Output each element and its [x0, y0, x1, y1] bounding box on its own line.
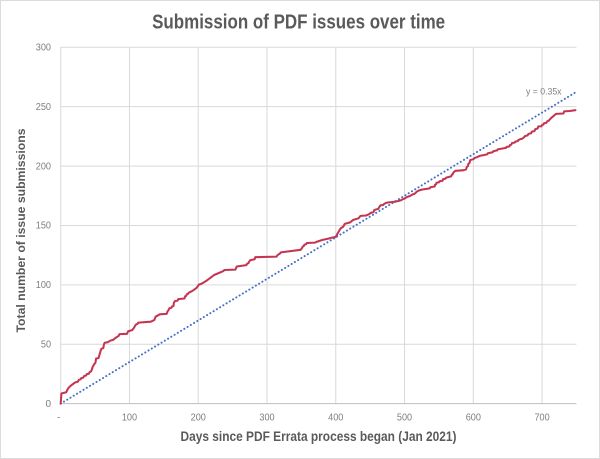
svg-text:Total number of issue submissi: Total number of issue submissions — [14, 128, 28, 332]
svg-text:0: 0 — [45, 399, 51, 410]
svg-text:-: - — [57, 412, 60, 423]
svg-text:200: 200 — [191, 412, 207, 423]
svg-text:400: 400 — [328, 412, 344, 423]
svg-text:50: 50 — [41, 339, 51, 350]
svg-text:250: 250 — [36, 102, 52, 113]
svg-text:200: 200 — [36, 161, 52, 172]
svg-text:600: 600 — [466, 412, 482, 423]
svg-text:Days since PDF Errata process: Days since PDF Errata process began (Jan… — [181, 428, 457, 444]
svg-text:700: 700 — [534, 412, 550, 423]
svg-text:y = 0.35x: y = 0.35x — [526, 87, 562, 98]
svg-text:300: 300 — [36, 43, 52, 54]
svg-text:300: 300 — [259, 412, 275, 423]
svg-text:Submission of PDF issues over: Submission of PDF issues over time — [152, 10, 445, 33]
svg-text:100: 100 — [36, 280, 52, 291]
svg-text:100: 100 — [122, 412, 138, 423]
svg-text:150: 150 — [36, 221, 52, 232]
svg-text:500: 500 — [397, 412, 413, 423]
